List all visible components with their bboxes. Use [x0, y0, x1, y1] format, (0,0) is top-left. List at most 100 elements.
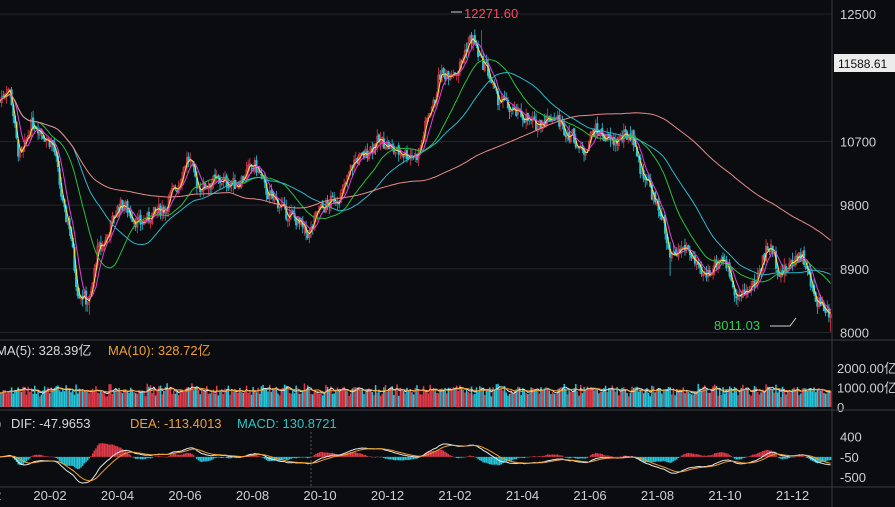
macd-histogram-bar: [196, 456, 198, 460]
volume-bar: [116, 392, 119, 407]
candle-body: [811, 286, 814, 288]
macd-histogram-bar: [712, 454, 714, 457]
macd-histogram-bar: [449, 455, 451, 457]
candle-body: [829, 314, 832, 318]
macd-histogram-bar: [626, 456, 628, 457]
macd-legend-dif: DIF: -47.9653: [11, 416, 91, 431]
candle-body: [619, 135, 622, 138]
macd-histogram-bar: [407, 456, 410, 460]
volume-bar: [368, 388, 370, 407]
volume-bar: [343, 386, 345, 407]
volume-bar: [42, 390, 44, 407]
volume-bar: [414, 387, 417, 407]
volume-bar: [780, 396, 782, 407]
volume-bar: [525, 393, 527, 407]
volume-bar: [412, 394, 415, 407]
macd-histogram-bar: [690, 453, 693, 457]
candle-body: [735, 296, 738, 299]
macd-histogram-bar: [563, 456, 565, 458]
volume-bar: [548, 390, 551, 407]
volume-bar: [20, 391, 23, 407]
macd-histogram-bar: [715, 453, 718, 457]
macd-histogram-bar: [705, 455, 708, 457]
volume-bar: [687, 391, 690, 407]
volume-bar: [33, 385, 36, 407]
macd-histogram-bar: [234, 456, 236, 459]
volume-bar: [482, 388, 484, 407]
macd-histogram-bar: [25, 456, 28, 462]
volume-bar: [149, 385, 152, 407]
macd-histogram-bar: [406, 456, 408, 461]
volume-bar: [427, 393, 430, 407]
volume-bar: [262, 384, 264, 407]
macd-histogram-bar: [298, 456, 301, 458]
candle-body: [736, 294, 739, 300]
volume-bar: [475, 387, 478, 407]
volume-bar: [50, 387, 53, 407]
volume-bar: [290, 393, 292, 407]
volume-bar: [455, 385, 458, 407]
macd-histogram-bar: [465, 456, 468, 458]
macd-line: [0, 443, 831, 484]
candle-body: [596, 123, 599, 134]
volume-bar: [300, 393, 302, 407]
macd-histogram-bar: [302, 456, 304, 458]
volume-bar: [121, 393, 124, 407]
macd-histogram-bar: [776, 456, 779, 458]
macd-histogram-bar: [735, 456, 738, 460]
macd-histogram-bar: [164, 456, 167, 458]
volume-bar: [459, 385, 461, 407]
x-tick-label: 20-10: [303, 488, 336, 503]
volume-tick-label: 0: [837, 400, 844, 415]
volume-bar: [91, 388, 94, 407]
volume-bar: [717, 395, 719, 407]
macd-histogram-bar: [669, 456, 671, 463]
volume-bar: [436, 393, 438, 407]
macd-histogram-bar: [437, 449, 440, 457]
macd-histogram-bar: [263, 456, 266, 459]
macd-histogram-bar: [381, 456, 383, 458]
volume-bar: [728, 386, 731, 407]
macd-histogram-bar: [363, 454, 365, 457]
volume-bar: [182, 392, 185, 407]
macd-histogram-bar: [616, 456, 618, 458]
volume-bar: [666, 390, 668, 407]
macd-histogram-bar: [568, 456, 570, 459]
volume-bar: [770, 389, 772, 407]
macd-histogram-bar: [315, 453, 317, 457]
macd-histogram-bar: [561, 455, 564, 457]
macd-histogram-bar: [214, 456, 216, 459]
x-tick-label: 21-12: [776, 488, 809, 503]
macd-histogram-bar: [189, 453, 192, 457]
volume-bar: [442, 389, 445, 407]
macd-histogram-bar: [659, 456, 661, 462]
macd-histogram-bar: [106, 443, 109, 457]
macd-histogram-bar: [305, 456, 307, 458]
volume-bar: [500, 388, 503, 407]
volume-bar: [667, 386, 670, 407]
macd-histogram-bar: [532, 456, 534, 457]
macd-histogram-bar: [795, 456, 797, 457]
volume-bar: [302, 390, 304, 407]
volume-bar: [409, 388, 412, 407]
macd-histogram-bar: [156, 456, 158, 457]
macd-histogram-bar: [560, 455, 562, 457]
macd-histogram-bar: [548, 454, 551, 457]
volume-bar: [748, 394, 751, 407]
volume-legend-ma10: MA(10): 328.72亿: [108, 343, 211, 358]
macd-histogram-bar: [356, 453, 359, 457]
volume-bar: [649, 396, 651, 407]
volume-bar: [495, 384, 498, 407]
macd-histogram-bar: [677, 456, 680, 458]
volume-bar: [345, 390, 347, 407]
candle-body: [402, 155, 405, 158]
volume-bar: [29, 392, 31, 407]
macd-histogram-bar: [311, 456, 314, 457]
volume-bar: [254, 390, 256, 407]
volume-bar: [644, 390, 647, 407]
macd-histogram-bar: [148, 456, 150, 459]
macd-histogram-bar: [652, 456, 655, 462]
macd-histogram-bar: [212, 456, 215, 459]
volume-bar: [239, 387, 241, 407]
